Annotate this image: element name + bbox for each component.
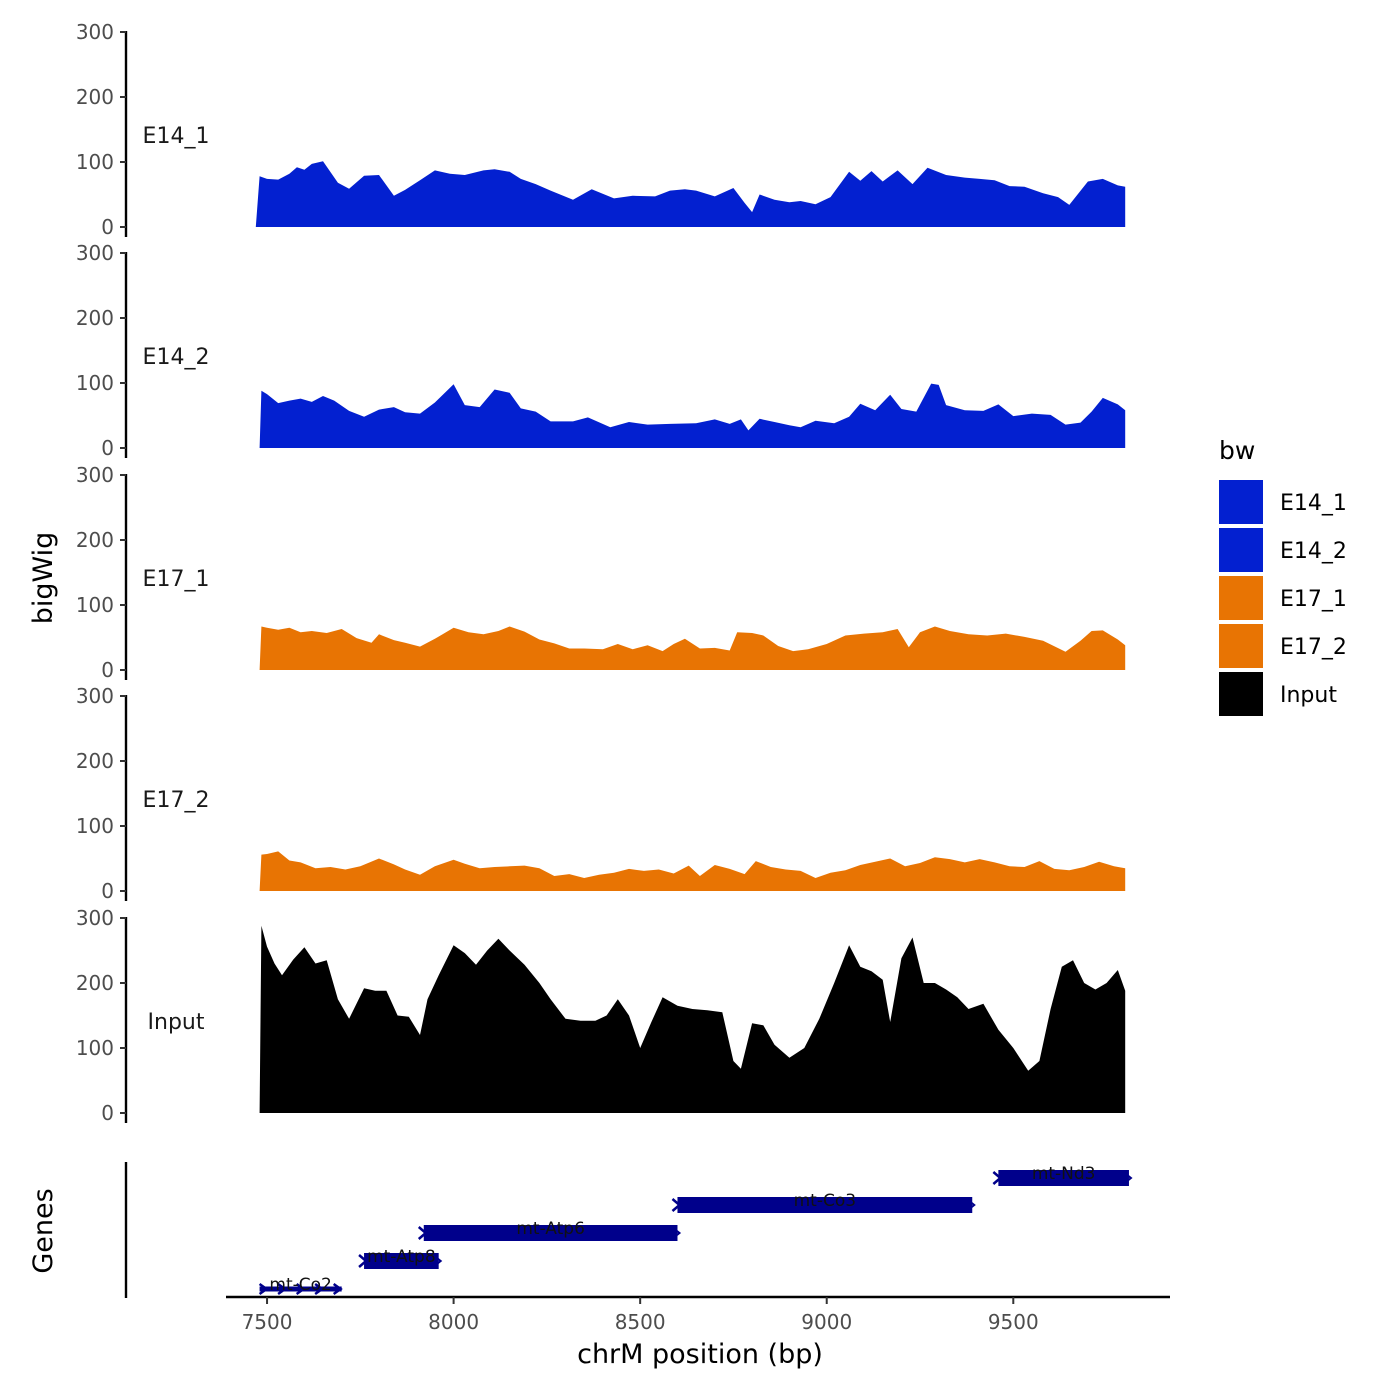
legend-swatch [1219, 480, 1263, 524]
y-tick-label: 200 [76, 306, 114, 330]
legend-entry-E17_1: E17_1 [1219, 576, 1347, 620]
gene-mt-Nd3: mt-Nd3 [992, 1164, 1133, 1186]
y-tick-label: 300 [76, 684, 114, 708]
strand-arrow-icon [314, 1282, 325, 1296]
legend-entry-E14_1: E14_1 [1219, 480, 1347, 524]
y-tick-label: 300 [76, 241, 114, 265]
y-tick-label: 0 [101, 658, 114, 682]
x-tick-label: 8500 [615, 1310, 666, 1334]
gene-label: mt-Atp8 [367, 1247, 436, 1267]
track-E17_1: 0 100 200 300 E17_1 [76, 463, 1126, 682]
strand-arrow-icon [417, 1226, 428, 1240]
y-tick-label: 200 [76, 528, 114, 552]
track-Input: 0 100 200 300 Input [76, 906, 1126, 1125]
gene-mt-Co2: mt-Co2 [258, 1275, 343, 1296]
x-axis: 7500 8000 8500 9000 9500 [226, 1295, 1170, 1334]
legend-label: Input [1280, 683, 1337, 708]
gene-label: mt-Nd3 [1032, 1164, 1096, 1184]
x-tick-label: 9500 [988, 1310, 1039, 1334]
gene-mt-Atp8: mt-Atp8 [358, 1247, 443, 1269]
strand-arrow-icon [435, 1256, 443, 1266]
area-series-E14_2 [259, 383, 1126, 448]
legend-swatch [1219, 576, 1263, 620]
x-tick-label: 8000 [428, 1310, 479, 1334]
y-tick-label: 200 [76, 85, 114, 109]
strand-arrow-icon [671, 1198, 682, 1212]
genes-track: mt-Co2 mt-Atp8 mt-Atp6 mt-Co3 mt-Nd3 [124, 1162, 1133, 1298]
strand-arrow-icon [968, 1200, 976, 1210]
y-axis-title: bigWig [28, 532, 59, 625]
legend-swatch [1219, 624, 1263, 668]
y-tick-label: 300 [76, 906, 114, 930]
legend-entry-E14_2: E14_2 [1219, 528, 1347, 572]
y-tick-label: 300 [76, 20, 114, 44]
area-series-E17_1 [259, 626, 1126, 670]
legend-label: E14_2 [1280, 539, 1347, 564]
gene-body [423, 1225, 678, 1241]
y-tick-label: 0 [101, 215, 114, 239]
gene-body [677, 1197, 973, 1213]
track-label-E14_1: E14_1 [143, 124, 210, 149]
x-tick-label: 9000 [801, 1310, 852, 1334]
y-tick-label: 100 [76, 150, 114, 174]
y-tick-label: 100 [76, 593, 114, 617]
y-tick-label: 200 [76, 971, 114, 995]
strand-arrow-icon [992, 1171, 1003, 1185]
gene-body [259, 1286, 342, 1292]
track-label-E17_2: E17_2 [143, 788, 210, 813]
gene-label: mt-Atp6 [516, 1219, 585, 1239]
track-E17_2: 0 100 200 300 E17_2 [76, 684, 1126, 903]
gene-mt-Atp6: mt-Atp6 [417, 1219, 682, 1241]
strand-arrow-icon [277, 1282, 288, 1296]
gene-label: mt-Co2 [269, 1275, 331, 1295]
strand-arrow-icon [1125, 1173, 1133, 1183]
gene-label: mt-Co3 [794, 1191, 856, 1211]
legend: bw E14_1 E14_2 E17_1 E17_2 Input [1219, 436, 1347, 716]
gene-body [998, 1170, 1129, 1186]
x-axis-title: chrM position (bp) [577, 1339, 823, 1370]
strand-arrow-icon [332, 1282, 343, 1296]
area-series-E14_1 [255, 161, 1126, 227]
strand-arrow-icon [358, 1254, 368, 1268]
strand-arrow-icon [295, 1282, 306, 1296]
x-tick-label: 7500 [242, 1310, 293, 1334]
gene-mt-Co3: mt-Co3 [671, 1191, 976, 1213]
track-label-E14_2: E14_2 [143, 345, 210, 370]
y-tick-label: 0 [101, 1101, 114, 1125]
track-E14_1: 0 100 200 300 E14_1 [76, 20, 1126, 239]
y-tick-label: 100 [76, 814, 114, 838]
legend-label: E14_1 [1280, 491, 1347, 516]
track-E14_2: 0 100 200 300 E14_2 [76, 241, 1126, 460]
track-label-Input: Input [148, 1010, 205, 1035]
legend-title: bw [1219, 436, 1255, 465]
y-tick-label: 0 [101, 879, 114, 903]
legend-swatch [1219, 528, 1263, 572]
area-series-E17_2 [259, 851, 1126, 891]
genes-track-title: Genes [28, 1188, 59, 1273]
legend-entry-E17_2: E17_2 [1219, 624, 1347, 668]
legend-swatch [1219, 672, 1263, 716]
y-tick-label: 0 [101, 436, 114, 460]
area-series-Input [259, 925, 1126, 1113]
strand-arrow-icon [258, 1282, 269, 1296]
bigwig-tracks: 0 100 200 300 E14_1 0 100 200 300 E14_2 0 100 200 300… [76, 20, 1126, 1125]
strand-arrow-icon [673, 1228, 682, 1238]
gene-body [364, 1253, 439, 1269]
y-tick-label: 100 [76, 371, 114, 395]
y-tick-label: 100 [76, 1036, 114, 1060]
y-tick-label: 200 [76, 749, 114, 773]
legend-label: E17_1 [1280, 587, 1347, 612]
track-label-E17_1: E17_1 [143, 567, 210, 592]
y-tick-label: 300 [76, 463, 114, 487]
legend-entry-Input: Input [1219, 672, 1337, 716]
legend-label: E17_2 [1280, 635, 1347, 660]
